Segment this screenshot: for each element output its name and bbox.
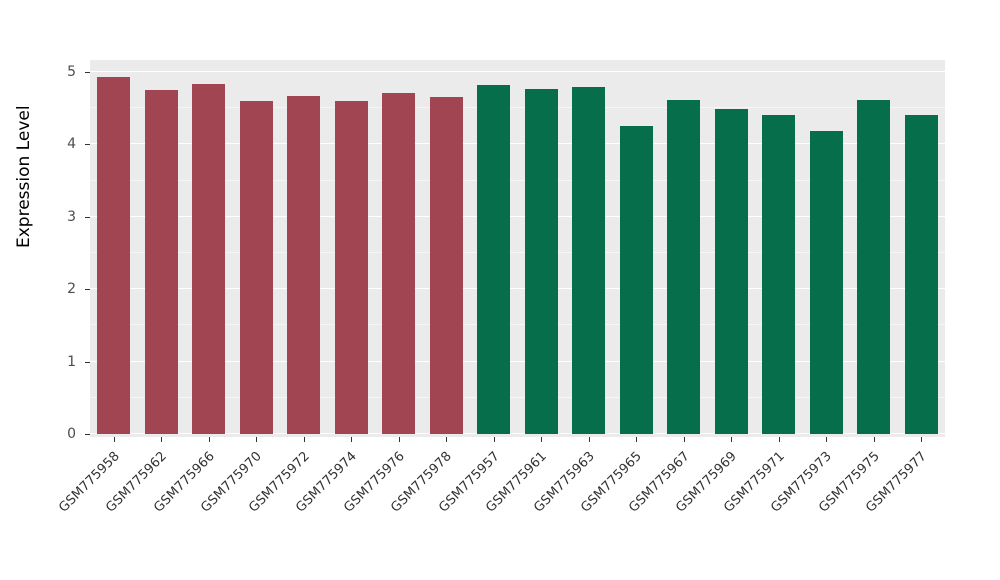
bar-GSM775977 xyxy=(904,115,938,434)
bar-slot xyxy=(755,60,803,437)
x-tick-mark xyxy=(636,437,638,442)
x-tick-mark xyxy=(256,437,258,442)
y-tick-mark xyxy=(85,144,90,146)
bar-slot xyxy=(850,60,898,437)
bar-slot xyxy=(660,60,708,437)
minor-gridline xyxy=(90,396,945,398)
minor-gridline xyxy=(90,179,945,181)
y-tick-label-4: 4 xyxy=(67,136,76,153)
x-tick-mark xyxy=(873,437,875,442)
bar-GSM775973 xyxy=(809,131,843,434)
x-tick-mark xyxy=(683,437,685,442)
y-tick-label-2: 2 xyxy=(67,281,76,298)
bar-GSM775966 xyxy=(192,83,226,434)
y-tick-label-5: 5 xyxy=(67,64,76,80)
bar-slot xyxy=(185,60,233,437)
bar-GSM775970 xyxy=(239,100,273,434)
major-gridline xyxy=(90,143,945,145)
x-tick-mark xyxy=(161,437,163,442)
x-tick-mark xyxy=(351,437,353,442)
bar-GSM775957 xyxy=(477,85,511,434)
bar-slot xyxy=(423,60,471,437)
bar-GSM775963 xyxy=(572,87,606,434)
bar-GSM775975 xyxy=(857,99,891,434)
bar-slot xyxy=(803,60,851,437)
x-tick-mark xyxy=(541,437,543,442)
bar-GSM775976 xyxy=(382,93,416,434)
bar-GSM775974 xyxy=(334,100,368,434)
bar-slot xyxy=(90,60,138,437)
major-gridline xyxy=(90,215,945,217)
bar-GSM775972 xyxy=(287,95,321,434)
x-axis: GSM775958 GSM775962 GSM775966 GSM775970 GSM7… xyxy=(56,437,945,547)
y-tick-label-1: 1 xyxy=(67,353,76,370)
bar-series xyxy=(90,60,945,437)
minor-gridline xyxy=(90,252,945,253)
minor-gridline xyxy=(90,107,945,109)
bar-slot xyxy=(613,60,661,437)
bar-GSM775965 xyxy=(619,126,653,434)
bar-GSM775967 xyxy=(667,100,701,434)
x-tick-mark xyxy=(493,437,495,442)
y-tick-mark xyxy=(85,361,90,363)
bar-slot xyxy=(470,60,518,437)
x-tick-mark xyxy=(588,437,590,442)
bar-GSM775962 xyxy=(144,90,178,434)
bar-slot xyxy=(375,60,423,437)
bar-GSM775958 xyxy=(97,77,131,434)
x-tick-mark xyxy=(778,437,780,442)
y-tick-mark xyxy=(85,216,90,218)
bar-slot xyxy=(280,60,328,437)
bar-slot xyxy=(708,60,756,437)
bar-slot xyxy=(898,60,946,437)
x-tick-mark xyxy=(113,437,115,442)
bar-slot xyxy=(328,60,376,437)
x-tick-mark xyxy=(921,437,923,442)
x-tick-mark xyxy=(303,437,305,442)
major-gridline xyxy=(90,433,945,434)
bar-GSM775961 xyxy=(524,88,558,434)
x-tick-mark xyxy=(398,437,400,442)
y-tick-label-0: 0 xyxy=(67,426,76,442)
bar-GSM775978 xyxy=(429,97,463,434)
y-tick-label-3: 3 xyxy=(67,208,76,225)
bar-slot xyxy=(565,60,613,437)
bar-slot xyxy=(233,60,281,437)
y-tick-mark xyxy=(85,289,90,291)
bar-GSM775971 xyxy=(762,114,796,434)
y-tick-mark xyxy=(85,72,90,73)
bar-GSM775969 xyxy=(714,108,748,434)
major-gridline xyxy=(90,71,945,72)
x-tick-mark xyxy=(731,437,733,442)
bar-slot xyxy=(518,60,566,437)
major-gridline xyxy=(90,360,945,362)
x-tick-mark xyxy=(826,437,828,442)
bar-slot xyxy=(138,60,186,437)
x-tick-mark xyxy=(208,437,210,442)
minor-gridline xyxy=(90,324,945,326)
y-axis: 0 1 2 3 4 5 xyxy=(0,60,90,442)
x-tick-mark xyxy=(446,437,448,442)
plot-panel xyxy=(90,60,945,437)
y-tick-mark xyxy=(85,434,90,435)
major-gridline xyxy=(90,288,945,290)
